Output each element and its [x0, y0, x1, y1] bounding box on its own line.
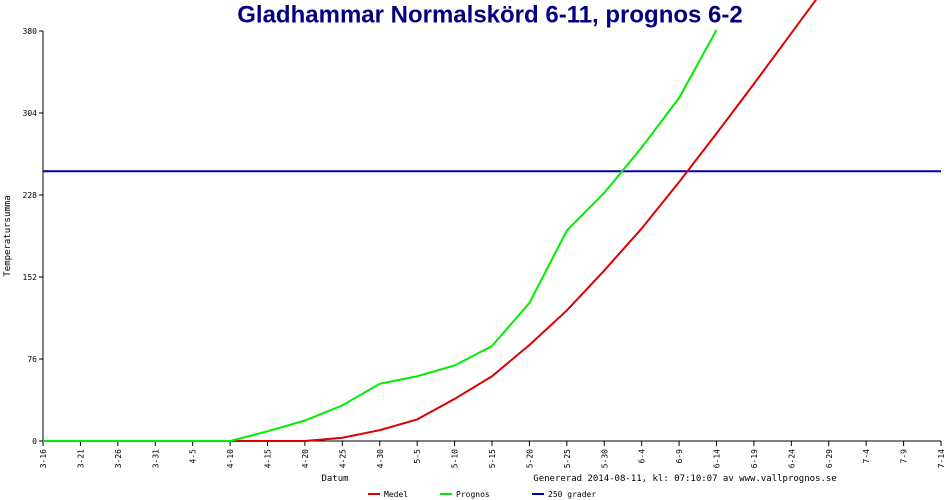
y-tick-label: 76 — [27, 355, 37, 364]
y-tick-label: 152 — [23, 273, 38, 282]
x-tick-label: 5-25 — [563, 449, 572, 468]
x-tick-label: 4-20 — [301, 449, 310, 468]
x-tick-label: 4-15 — [264, 449, 273, 468]
x-tick-label: 3-31 — [151, 449, 160, 468]
legend-label: Medel — [384, 490, 408, 499]
x-tick-label: 6-19 — [750, 449, 759, 468]
x-tick-label: 5-10 — [451, 449, 460, 468]
x-tick-label: 5-30 — [600, 449, 609, 468]
x-tick-label: 6-24 — [787, 449, 796, 468]
y-tick-label: 304 — [23, 109, 38, 118]
x-tick-label: 7-14 — [937, 449, 946, 468]
x-tick-label: 3-21 — [76, 449, 85, 468]
x-tick-label: 6-9 — [675, 449, 684, 464]
series-line — [43, 0, 818, 442]
x-tick-label: 4-30 — [376, 449, 385, 468]
x-tick-label: 7-4 — [862, 449, 871, 464]
series-line — [43, 29, 718, 442]
x-tick-label: 5-5 — [413, 449, 422, 464]
footer: Genererad 2014-08-11, kl: 07:10:07 av ww… — [533, 474, 836, 484]
x-tick-label: 3-26 — [114, 449, 123, 468]
legend-label: Prognos — [456, 490, 490, 499]
y-axis-label: Temperatursumma — [3, 195, 13, 276]
y-tick-label: 0 — [32, 437, 37, 446]
y-tick-label: 380 — [23, 27, 38, 36]
y-tick-label: 228 — [23, 191, 38, 200]
x-tick-label: 6-4 — [638, 449, 647, 464]
x-tick-label: 3-16 — [39, 449, 48, 468]
plot-area — [43, 0, 941, 442]
x-tick-label: 5-15 — [488, 449, 497, 468]
x-tick-label: 4-25 — [338, 449, 347, 468]
x-tick-label: 6-29 — [825, 449, 834, 468]
x-tick-label: 7-9 — [900, 449, 909, 464]
x-axis-label: Datum — [321, 474, 348, 484]
x-tick-label: 4-10 — [226, 449, 235, 468]
x-tick-label: 4-5 — [189, 449, 198, 464]
legend-label: 250 grader — [548, 490, 596, 499]
chart-title: Gladhammar Normalskörd 6-11, prognos 6-2 — [237, 1, 743, 28]
x-tick-label: 6-14 — [713, 449, 722, 468]
x-tick-label: 5-20 — [525, 449, 534, 468]
